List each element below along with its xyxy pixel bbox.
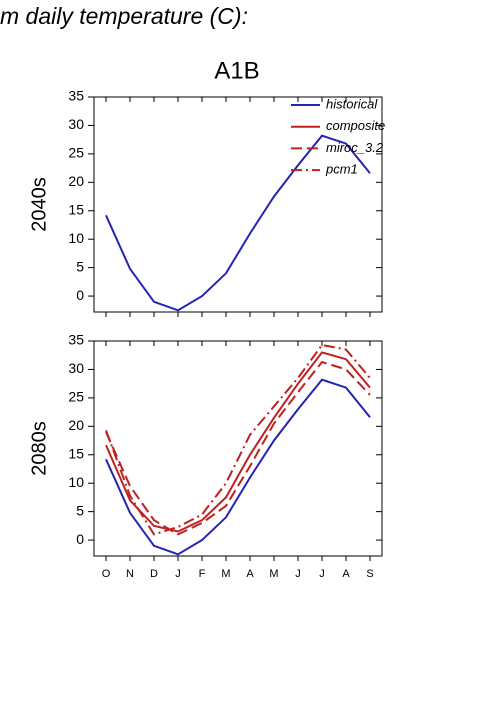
y-tick-label: 20 — [68, 173, 84, 189]
x-tick-label: J — [295, 568, 301, 580]
page-title: m daily temperature (C): — [0, 3, 248, 29]
x-tick-label: M — [269, 568, 278, 580]
plot-frame — [93, 340, 383, 557]
y-tick-label: 5 — [76, 502, 84, 518]
y-axis-label: 2040s — [28, 177, 50, 232]
y-tick-label: 10 — [68, 474, 84, 490]
y-tick-label: 20 — [68, 417, 84, 433]
legend-label: composite — [326, 118, 385, 133]
y-tick-label: 15 — [68, 445, 84, 461]
x-tick-label: M — [221, 568, 230, 580]
x-tick-label: J — [319, 568, 325, 580]
legend-label: miroc_3.2 — [326, 140, 384, 155]
y-tick-label: 30 — [68, 360, 84, 376]
legend-label: pcm1 — [325, 162, 358, 177]
y-tick-label: 0 — [76, 287, 84, 303]
y-tick-label: 30 — [68, 116, 84, 132]
y-tick-label: 15 — [68, 201, 84, 217]
x-tick-label: A — [342, 568, 350, 580]
legend-label: historical — [326, 96, 378, 111]
series-line — [105, 360, 371, 536]
series-line — [105, 343, 371, 536]
x-tick-label: N — [126, 568, 134, 580]
series-line — [105, 378, 371, 556]
series-line — [105, 351, 371, 533]
x-tick-label: A — [246, 568, 254, 580]
y-tick-label: 10 — [68, 230, 84, 246]
x-tick-label: F — [199, 568, 206, 580]
y-tick-label: 0 — [76, 531, 84, 547]
plot-frame — [93, 96, 383, 313]
x-tick-label: S — [366, 568, 373, 580]
y-tick-label: 35 — [68, 332, 84, 348]
y-tick-label: 35 — [68, 88, 84, 104]
x-tick-label: O — [102, 568, 111, 580]
y-tick-label: 5 — [76, 258, 84, 274]
y-tick-label: 25 — [68, 389, 84, 405]
x-tick-label: J — [175, 568, 181, 580]
y-axis-label: 2080s — [28, 421, 50, 476]
y-tick-label: 25 — [68, 145, 84, 161]
x-tick-label: D — [150, 568, 158, 580]
chart-subtitle: A1B — [214, 57, 259, 84]
series-line — [105, 134, 371, 312]
